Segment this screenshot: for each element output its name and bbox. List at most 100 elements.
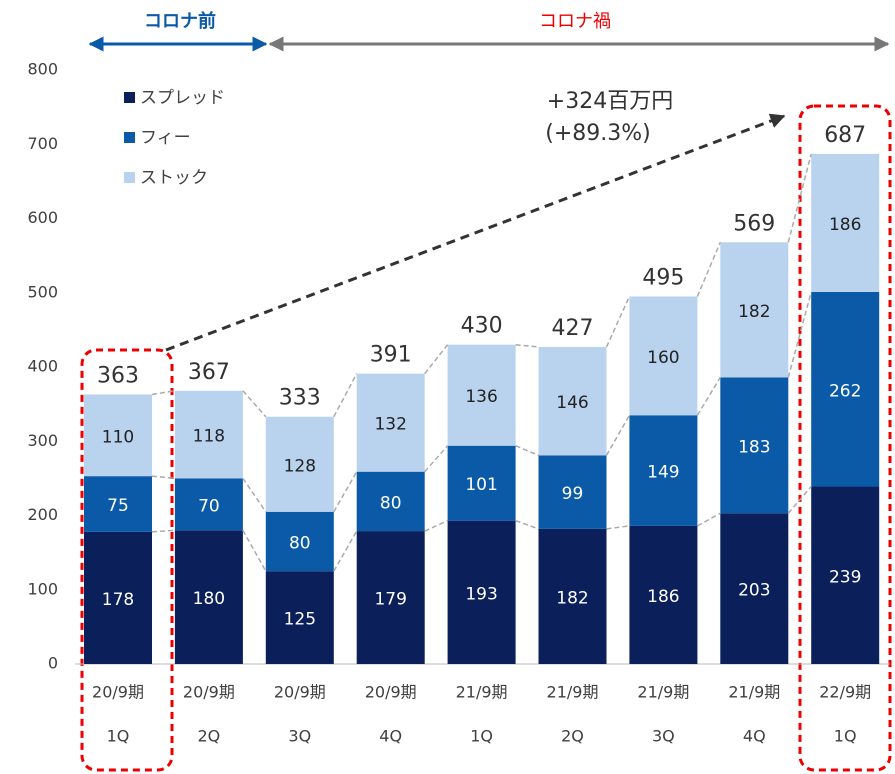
- segment-label: 186: [647, 587, 679, 607]
- bar-segment: [265, 416, 334, 512]
- highlight-box: [798, 104, 892, 772]
- connector: [424, 344, 449, 375]
- segment-label: 75: [107, 496, 129, 516]
- y-tick-label: 600: [27, 208, 58, 227]
- bar-segment: [84, 394, 152, 477]
- y-tick-label: 500: [27, 282, 58, 301]
- bar-segment: [84, 531, 152, 664]
- connector: [151, 529, 175, 533]
- connector: [787, 153, 812, 243]
- connector: [787, 486, 812, 514]
- segment-label: 179: [374, 590, 406, 610]
- connector: [333, 373, 358, 418]
- x-tick-label: 1Q: [834, 727, 857, 746]
- bar-segment: [538, 346, 607, 456]
- y-tick-label: 100: [27, 579, 58, 598]
- segment-label: 118: [193, 427, 225, 447]
- connector: [696, 377, 721, 416]
- bar-segment: [629, 525, 698, 664]
- x-tick-label: 2Q: [198, 727, 221, 746]
- x-tick-label: 4Q: [743, 727, 766, 746]
- bar-segment: [811, 292, 880, 487]
- connector: [605, 296, 631, 348]
- segment-label: 239: [829, 567, 861, 587]
- segment-label: 132: [374, 415, 406, 435]
- bar-segment: [84, 476, 152, 532]
- segment-label: 70: [198, 496, 220, 516]
- bar-segment: [174, 530, 243, 664]
- legend-swatch: [124, 172, 135, 183]
- connector: [696, 241, 721, 297]
- x-tick-label: 21/9期: [637, 683, 689, 702]
- connector: [697, 512, 721, 527]
- x-tick-label: 21/9期: [547, 683, 599, 702]
- connector: [151, 390, 176, 396]
- connector: [515, 445, 539, 457]
- connector: [151, 475, 175, 480]
- total-label: 495: [642, 265, 684, 290]
- segment-label: 193: [465, 584, 497, 604]
- segment-label: 160: [647, 348, 679, 368]
- connector: [333, 471, 358, 513]
- annotation: +324百万円: [547, 89, 673, 114]
- total-label: 687: [824, 123, 866, 148]
- x-tick-label: 21/9期: [456, 683, 508, 702]
- period-label: コロナ禍: [539, 11, 611, 32]
- bar-segment: [447, 445, 516, 521]
- highlight-box: [80, 348, 174, 772]
- segment-label: 262: [829, 381, 861, 401]
- total-label: 430: [461, 314, 503, 339]
- segment-label: 128: [284, 456, 316, 476]
- x-tick-label: 1Q: [470, 727, 493, 746]
- connector: [424, 520, 448, 532]
- bar-segment: [720, 242, 789, 378]
- segment-label: 99: [562, 484, 584, 504]
- segment-label: 183: [738, 437, 770, 457]
- legend-label: スプレッド: [140, 88, 225, 108]
- bar-segment: [811, 153, 880, 293]
- total-label: 391: [370, 343, 412, 368]
- connector: [242, 390, 267, 418]
- total-label: 363: [97, 363, 139, 388]
- bar-segment: [538, 455, 607, 529]
- segment-label: 178: [102, 590, 134, 610]
- bar-segment: [538, 528, 607, 664]
- y-tick-label: 700: [27, 134, 58, 153]
- bar-segment: [447, 520, 516, 664]
- segment-label: 180: [193, 589, 225, 609]
- total-label: 333: [279, 386, 321, 411]
- total-label: 367: [188, 360, 230, 385]
- segment-label: 186: [829, 215, 861, 235]
- bar-segment: [720, 513, 789, 664]
- x-tick-label: 20/9期: [274, 683, 326, 702]
- y-tick-label: 300: [27, 431, 58, 450]
- connector: [605, 414, 631, 456]
- legend-label: ストック: [140, 168, 208, 188]
- connector: [606, 525, 630, 530]
- x-tick-label: 3Q: [652, 727, 675, 746]
- x-tick-label: 1Q: [107, 727, 130, 746]
- bar-segment: [174, 478, 243, 531]
- bar-segment: [356, 531, 425, 664]
- x-tick-label: 2Q: [561, 727, 584, 746]
- x-tick-label: 22/9期: [819, 683, 871, 702]
- segment-label: 136: [465, 387, 497, 407]
- connector: [333, 530, 358, 572]
- total-label: 427: [552, 316, 594, 341]
- bar-segment: [356, 471, 425, 532]
- connector: [515, 343, 539, 348]
- legend-swatch: [124, 132, 135, 143]
- segment-label: 182: [738, 302, 770, 322]
- y-tick-label: 0: [48, 654, 58, 673]
- annotation: (+89.3%): [545, 121, 651, 146]
- total-label: 569: [733, 211, 775, 236]
- x-tick-label: 3Q: [288, 727, 311, 746]
- connector: [787, 291, 812, 378]
- x-tick-label: 21/9期: [728, 683, 780, 702]
- legend-swatch: [124, 92, 135, 103]
- x-tick-label: 20/9期: [183, 683, 235, 702]
- bar-segment: [265, 571, 334, 664]
- y-tick-label: 400: [27, 357, 58, 376]
- y-tick-label: 200: [27, 505, 58, 524]
